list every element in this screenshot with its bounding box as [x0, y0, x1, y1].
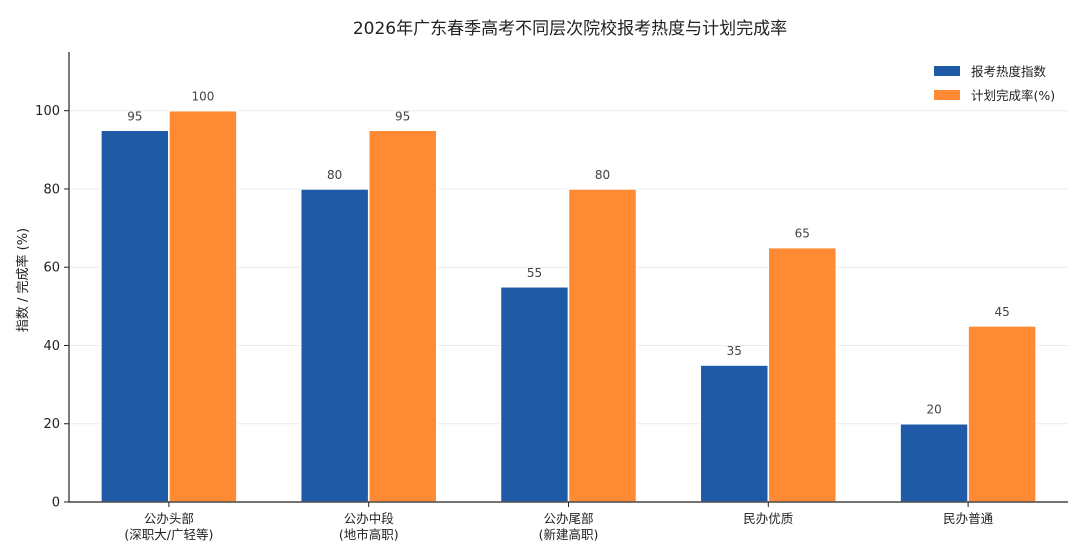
- bar: [699, 364, 770, 503]
- y-tick-label: 80: [43, 182, 60, 197]
- x-tick-label: 民办普通: [943, 511, 994, 526]
- bar: [168, 109, 238, 503]
- data-label: 95: [127, 109, 142, 123]
- x-tick-label: 公办中段: [344, 511, 394, 526]
- data-label: 95: [395, 109, 410, 123]
- x-tick-label: 公办头部: [144, 511, 194, 526]
- data-label: 35: [727, 344, 742, 358]
- bar: [499, 286, 570, 503]
- x-tick-label: 公办尾部: [543, 511, 593, 526]
- legend-swatch: [934, 90, 960, 100]
- y-tick-label: 60: [43, 261, 60, 276]
- bar: [767, 246, 838, 503]
- x-tick-label: 民办优质: [743, 511, 793, 526]
- data-label: 65: [795, 227, 810, 241]
- y-axis-label: 指数 / 完成率 (%): [15, 228, 31, 332]
- data-label: 55: [527, 266, 542, 280]
- y-tick-label: 40: [43, 339, 60, 354]
- legend-swatch: [934, 66, 960, 76]
- bar: [967, 325, 1037, 503]
- bars: [100, 109, 1037, 503]
- y-tick-label: 0: [52, 496, 60, 511]
- bar: [100, 129, 170, 503]
- data-labels: 95 100 80 95 55 80 35 65 20 45: [127, 90, 1009, 417]
- bar: [899, 422, 969, 503]
- legend-label: 报考热度指数: [971, 64, 1047, 79]
- y-tick-label: 100: [35, 104, 60, 119]
- data-label: 100: [191, 90, 214, 104]
- bar: [299, 188, 370, 503]
- chart-title: 2026年广东春季高考不同层次院校报考热度与计划完成率: [353, 19, 787, 39]
- x-tick-label: (深职大/广轻等): [124, 527, 213, 542]
- data-label: 20: [926, 403, 941, 417]
- legend-label: 计划完成率(%): [971, 88, 1055, 103]
- data-label: 45: [994, 305, 1009, 319]
- bar: [567, 188, 638, 503]
- x-tick-label: (新建高职): [539, 527, 599, 542]
- bar: [367, 129, 438, 503]
- x-tick-label: (地市高职): [339, 527, 399, 542]
- axes: 0 20 40 60 80 100 公办头部(深职大/广轻等) 公办中段(地市高职) 公办尾部(…: [35, 52, 1068, 542]
- data-label: 80: [327, 168, 342, 182]
- y-tick-label: 20: [43, 417, 60, 432]
- data-label: 80: [595, 168, 610, 182]
